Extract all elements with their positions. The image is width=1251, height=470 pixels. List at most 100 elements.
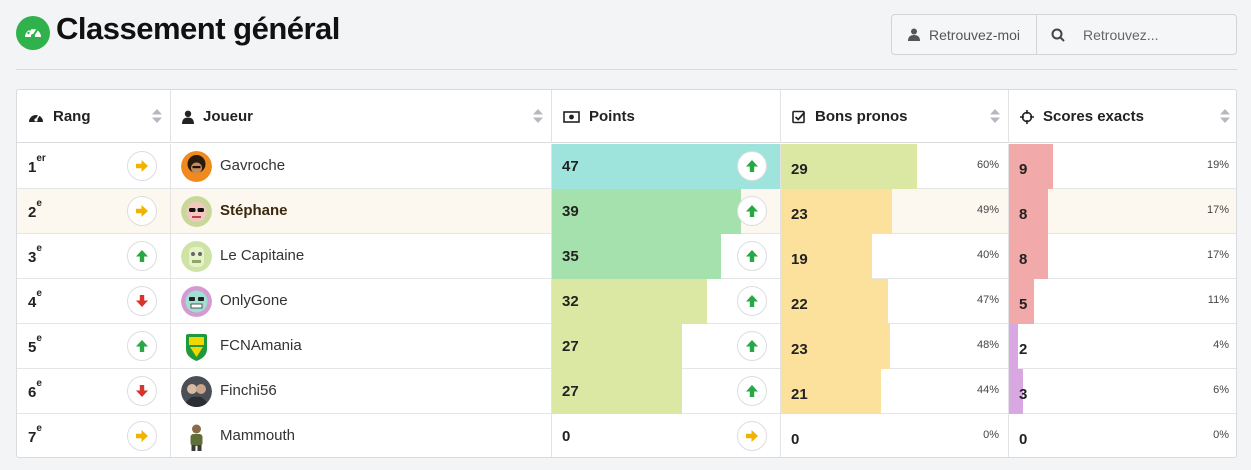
points-value: 47: [562, 158, 579, 175]
exact-scores-bar: [1009, 369, 1023, 414]
table-row[interactable]: 7e Mammouth 0 0 0% 0 0%: [17, 414, 1236, 457]
points-value: 39: [562, 203, 579, 220]
exact-scores-bar: [1009, 144, 1053, 189]
points-bar: [552, 324, 682, 369]
search-icon: [1051, 28, 1065, 42]
arrow-up-icon: [737, 376, 767, 406]
arrow-up-icon: [737, 196, 767, 226]
column-header-good[interactable]: Bons pronos: [781, 90, 1009, 143]
exact-scores-bar: [1009, 279, 1035, 324]
exact-scores-value: 5: [1019, 296, 1028, 313]
player-name[interactable]: FCNAmania: [220, 337, 302, 354]
column-header-points[interactable]: Points: [552, 90, 781, 143]
exact-scores-percent: 6%: [1213, 384, 1229, 396]
exact-scores-value: 8: [1019, 206, 1028, 223]
arrow-right-icon: [127, 151, 157, 181]
search-field: [1037, 15, 1236, 54]
good-predictions-cell: 23 48%: [781, 324, 1009, 369]
table-row[interactable]: 3e Le Capitaine 35 19 40% 8 17%: [17, 234, 1236, 279]
points-bar: [552, 234, 721, 279]
rank-value: 6e: [28, 378, 42, 401]
player-cell[interactable]: FCNAmania: [171, 324, 552, 369]
player-cell[interactable]: Finchi56: [171, 369, 552, 414]
good-predictions-cell: 21 44%: [781, 369, 1009, 414]
rank-value: 5e: [28, 333, 42, 356]
exact-scores-cell: 5 11%: [1009, 279, 1236, 324]
good-predictions-percent: 0%: [983, 429, 999, 441]
exact-scores-percent: 0%: [1213, 429, 1229, 441]
player-name[interactable]: Gavroche: [220, 157, 286, 174]
arrow-right-icon: [127, 421, 157, 451]
table-row[interactable]: 1er Gavroche 47 29 60% 9 19%: [17, 144, 1236, 189]
column-header-rank[interactable]: Rang: [17, 90, 171, 143]
page-title: Classement général: [56, 11, 340, 46]
rank-cell: 4e: [17, 279, 171, 324]
good-predictions-cell: 0 0%: [781, 414, 1009, 457]
player-cell[interactable]: Le Capitaine: [171, 234, 552, 279]
column-header-player[interactable]: Joueur: [171, 90, 552, 143]
player-cell[interactable]: OnlyGone: [171, 279, 552, 324]
column-header-exact[interactable]: Scores exacts: [1009, 90, 1236, 143]
column-label-rank: Rang: [53, 108, 91, 125]
good-predictions-bar: [781, 324, 890, 369]
points-value: 35: [562, 248, 579, 265]
points-bar: [552, 279, 708, 324]
good-predictions-value: 23: [791, 206, 808, 223]
find-me-label: Retrouvez-moi: [929, 26, 1021, 43]
good-predictions-percent: 44%: [976, 384, 999, 396]
arrow-up-icon: [737, 151, 767, 181]
table-row[interactable]: 5e FCNAmania 27 23 48% 2 4%: [17, 324, 1236, 369]
exact-scores-cell: 8 17%: [1009, 234, 1236, 279]
points-bar: [552, 369, 682, 414]
good-predictions-value: 19: [791, 251, 808, 268]
find-me-button[interactable]: Retrouvez-moi: [892, 15, 1037, 54]
good-predictions-bar: [781, 234, 872, 279]
good-predictions-bar: [781, 279, 888, 324]
page-header: Classement général Retrouvez-moi: [0, 0, 1251, 70]
arrow-right-icon: [127, 196, 157, 226]
couple-photo-icon: [181, 376, 212, 407]
exact-scores-value: 2: [1019, 341, 1028, 358]
player-cell[interactable]: Mammouth: [171, 414, 552, 457]
skull-face-icon: [181, 286, 212, 317]
good-predictions-cell: 19 40%: [781, 234, 1009, 279]
rank-cell: 2e: [17, 189, 171, 234]
table-row[interactable]: 4e OnlyGone 32 22 47% 5 11%: [17, 279, 1236, 324]
player-name[interactable]: Finchi56: [220, 382, 277, 399]
table-header: Rang Joueur Points Bons pronos: [17, 90, 1236, 143]
exact-scores-cell: 0 0%: [1009, 414, 1236, 457]
arrow-right-icon: [737, 421, 767, 451]
player-cell[interactable]: Gavroche: [171, 144, 552, 189]
sunglasses-face-icon: [181, 196, 212, 227]
search-toolbar: Retrouvez-moi: [891, 14, 1237, 55]
good-predictions-bar: [781, 144, 918, 189]
player-name[interactable]: Stéphane: [220, 202, 288, 219]
arrow-down-icon: [127, 376, 157, 406]
exact-scores-bar: [1009, 324, 1019, 369]
player-name[interactable]: Mammouth: [220, 427, 296, 444]
user-icon: [908, 28, 920, 41]
good-predictions-bar: [781, 369, 881, 414]
exact-scores-bar: [1009, 189, 1048, 234]
sort-icon: [152, 109, 162, 123]
player-cell[interactable]: Stéphane: [171, 189, 552, 234]
column-label-points: Points: [589, 108, 635, 125]
table-row[interactable]: 2e Stéphane 39 23 49% 8 17%: [17, 189, 1236, 234]
arrow-up-icon: [737, 286, 767, 316]
table-row[interactable]: 6e Finchi56 27 21 44% 3 6%: [17, 369, 1236, 414]
exact-scores-cell: 2 4%: [1009, 324, 1236, 369]
player-name[interactable]: Le Capitaine: [220, 247, 305, 264]
header-divider: [16, 69, 1237, 70]
player-name[interactable]: OnlyGone: [220, 292, 288, 309]
good-predictions-percent: 49%: [976, 204, 999, 216]
exact-scores-cell: 9 19%: [1009, 144, 1236, 189]
exact-scores-percent: 17%: [1206, 204, 1229, 216]
sort-icon: [533, 109, 543, 123]
sort-icon: [990, 109, 1000, 123]
arrow-up-icon: [127, 331, 157, 361]
search-input[interactable]: [1083, 26, 1233, 43]
check-square-icon: [792, 110, 806, 123]
points-value: 0: [562, 428, 571, 445]
arrow-up-icon: [127, 241, 157, 271]
fcn-crest-icon: [181, 331, 212, 362]
